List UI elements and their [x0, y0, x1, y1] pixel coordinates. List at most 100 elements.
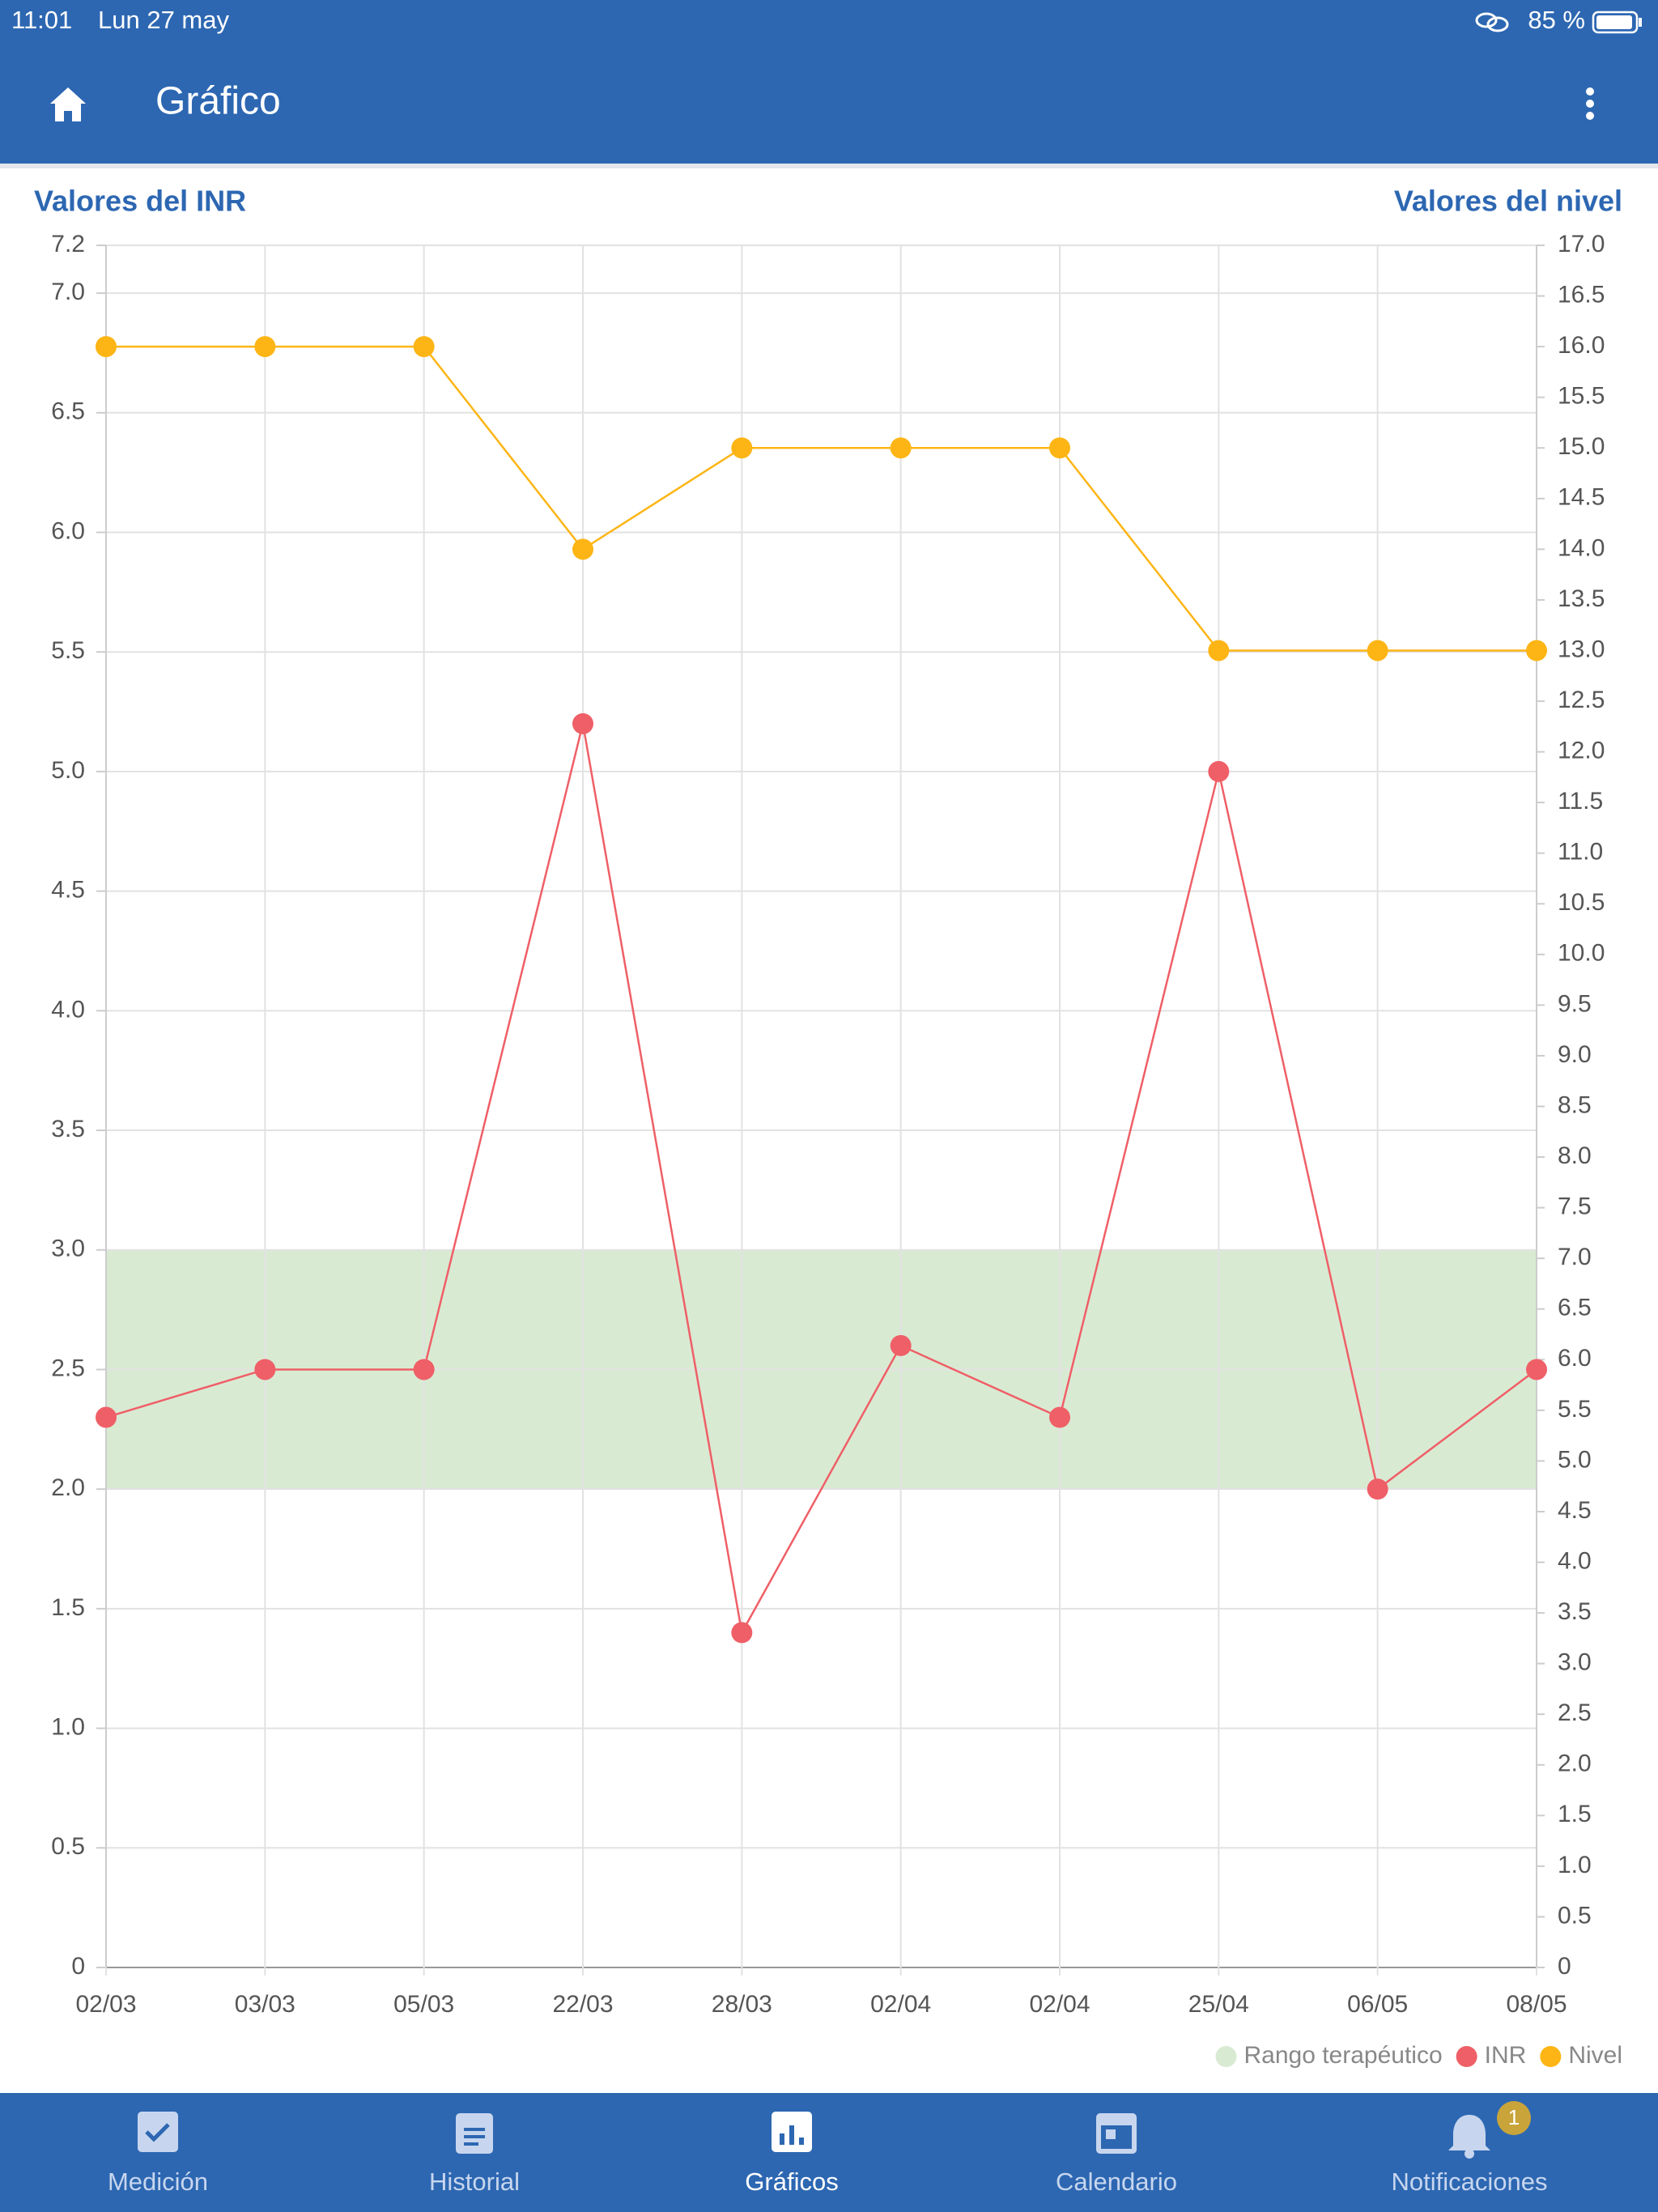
y2-tick-label: 2.0	[1558, 1750, 1592, 1777]
legend-label: Nivel	[1568, 2042, 1622, 2069]
y-tick-label: 5.5	[51, 637, 85, 664]
data-point	[1526, 640, 1547, 661]
badge	[1497, 2101, 1531, 2135]
y-tick-label: 7.2	[51, 231, 85, 257]
y-tick-label: 1.5	[51, 1594, 85, 1621]
data-point	[1208, 640, 1230, 661]
series-line	[105, 723, 1537, 1636]
y-tick-label: 7.0	[51, 279, 85, 305]
battery-icon	[1592, 11, 1642, 34]
legend-swatch	[1540, 2046, 1562, 2067]
y2-tick-label: 3.5	[1558, 1598, 1592, 1625]
y2-tick-label: 8.5	[1558, 1091, 1592, 1118]
link-icon	[1475, 12, 1509, 32]
x-tick-label: 25/04	[1188, 1991, 1249, 2018]
y2-tick-label: 4.5	[1558, 1497, 1592, 1524]
tab-bar	[0, 2093, 1658, 2212]
data-point	[1526, 1359, 1547, 1380]
y2-tick-label: 16.0	[1558, 332, 1605, 359]
data-point	[96, 1406, 117, 1428]
y2-tick-label: 0.5	[1558, 1902, 1592, 1929]
y2-tick-label: 9.5	[1558, 990, 1592, 1017]
y2-tick-label: 2.5	[1558, 1699, 1592, 1726]
badge-count: 1	[1508, 2105, 1520, 2129]
tab-label[interactable]: Calendario	[1056, 2167, 1177, 2196]
y2-tick-label: 1.0	[1558, 1852, 1592, 1878]
x-tick-label: 02/04	[1029, 1991, 1090, 2018]
y-axis-title: Valores del INR	[34, 185, 246, 218]
tab-label[interactable]: Historial	[429, 2167, 520, 2196]
data-point	[890, 1334, 912, 1356]
tab-icons	[138, 2101, 1531, 2159]
x-tick-label: 08/05	[1506, 1991, 1567, 2018]
y2-tick-label: 9.0	[1558, 1041, 1592, 1068]
y2-tick-label: 13.0	[1558, 636, 1605, 662]
x-tick-label: 22/03	[552, 1991, 613, 2018]
tab-label[interactable]: Gráficos	[745, 2167, 838, 2196]
data-point	[572, 538, 593, 560]
y2-tick-label: 12.0	[1558, 738, 1605, 764]
y2-tick-label: 14.5	[1558, 484, 1605, 511]
home-button[interactable]	[50, 87, 86, 121]
y2-tick-label: 14.0	[1558, 534, 1605, 561]
data-point	[96, 336, 117, 358]
tab-icon	[456, 2113, 493, 2154]
app-title: Gráfico	[155, 80, 281, 123]
data-point	[254, 336, 276, 358]
y2-tick-label: 6.5	[1558, 1295, 1592, 1321]
data-point	[1367, 1478, 1388, 1500]
data-point	[731, 1622, 753, 1644]
y2-tick-label: 6.0	[1558, 1345, 1592, 1372]
data-point	[572, 713, 593, 734]
series-line	[106, 345, 1537, 652]
x-tick-label: 06/05	[1347, 1991, 1408, 2018]
tab-label[interactable]: Notificaciones	[1392, 2167, 1548, 2196]
y-tick-label: 1.0	[51, 1714, 85, 1741]
status-date: Lun 27 may	[98, 6, 229, 34]
y2-tick-label: 11.5	[1558, 788, 1603, 815]
tab-icon	[1448, 2115, 1490, 2159]
x-tick-label: 02/03	[75, 1991, 136, 2018]
data-point	[1367, 640, 1388, 661]
app-bar	[0, 0, 1658, 164]
y2-tick-label: 17.0	[1558, 231, 1605, 257]
y-tick-label: 3.5	[51, 1116, 85, 1142]
status-time: 11:01	[11, 6, 72, 34]
y2-tick-label: 15.5	[1558, 383, 1605, 410]
tab-icon	[138, 2112, 178, 2152]
y2-tick-label: 15.0	[1558, 433, 1605, 460]
y-tick-label: 6.5	[51, 398, 85, 425]
data-point	[413, 1359, 435, 1380]
y2-tick-label: 8.0	[1558, 1142, 1592, 1169]
data-point	[254, 1359, 276, 1380]
y2-tick-label: 7.0	[1558, 1244, 1592, 1270]
legend-label: Rango terapéutico	[1244, 2042, 1442, 2069]
data-point	[1208, 760, 1230, 782]
y2-tick-label: 3.0	[1558, 1649, 1592, 1676]
y2-tick-label: 13.5	[1558, 585, 1605, 612]
tab-icon	[772, 2112, 812, 2152]
tab-label[interactable]: Medición	[108, 2167, 208, 2196]
y-tick-label: 4.5	[51, 877, 85, 904]
y-tick-label: 3.0	[51, 1236, 85, 1262]
status-battery: 85 %	[1528, 6, 1585, 34]
legend-swatch	[1215, 2046, 1237, 2067]
x-tick-label: 28/03	[712, 1991, 772, 2018]
y2-axis-title: Valores del nivel	[1394, 185, 1622, 218]
y2-tick-label: 5.5	[1558, 1396, 1592, 1423]
y2-tick-label: 7.5	[1558, 1193, 1592, 1220]
menu-button[interactable]	[1586, 87, 1594, 120]
y-tick-label: 5.0	[51, 757, 85, 784]
y2-tick-label: 12.5	[1558, 687, 1605, 713]
y-tick-label: 0.5	[51, 1833, 85, 1860]
y2-tick-label: 4.0	[1558, 1547, 1592, 1574]
y2-tick-label: 5.0	[1558, 1446, 1592, 1473]
y2-tick-label: 11.0	[1558, 839, 1603, 866]
data-point	[1049, 1406, 1070, 1428]
y-tick-label: 0	[71, 1953, 85, 1980]
y2-tick-label: 10.5	[1558, 889, 1605, 916]
data-point	[890, 437, 912, 459]
app-bar-shadow	[0, 164, 1658, 168]
